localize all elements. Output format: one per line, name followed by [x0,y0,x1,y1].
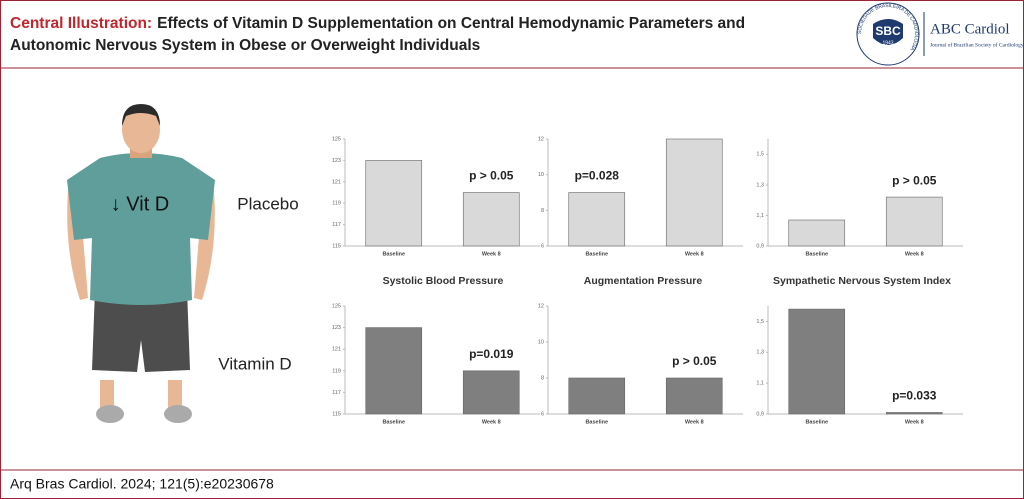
y-tick-label: 117 [332,222,341,228]
x-tick-label: Week 8 [905,419,924,425]
x-tick-label: Baseline [805,419,828,425]
y-tick-label: 123 [332,325,341,331]
bar [568,192,626,247]
y-tick-label: 115 [332,411,341,417]
y-tick-label: 0,9 [756,411,764,417]
y-tick-label: 125 [332,303,341,309]
column-title: Sympathetic Nervous System Index [773,275,951,287]
header: Central Illustration: Effects of Vitamin … [10,15,745,32]
y-tick-label: 121 [332,347,341,353]
logo-abbr: SBC [875,24,901,38]
header-title: Autonomic Nervous System in Obese or Ove… [10,37,480,54]
y-tick-label: 117 [332,390,341,396]
y-tick-label: 1,1 [756,381,764,387]
x-tick-label: Baseline [382,251,405,257]
annotation: p > 0.05 [469,169,514,183]
x-tick-label: Week 8 [482,251,501,257]
y-tick-label: 10 [538,339,544,345]
logo-journal-full: Journal of Brazilian Society of Cardiolo… [930,41,1024,48]
logo-year: 1943 [882,40,893,46]
bar [788,308,846,415]
x-tick-label: Baseline [585,419,608,425]
column-title: Augmentation Pressure [584,275,703,287]
x-tick-label: Week 8 [482,419,501,425]
y-tick-label: 1,1 [756,213,764,219]
bar [462,370,520,415]
y-tick-label: 1,5 [756,319,764,325]
y-tick-label: 1,5 [756,152,764,158]
annotation: p > 0.05 [672,354,717,368]
y-tick-label: 6 [541,243,544,249]
annotation: p=0.028 [575,169,620,183]
logo-shield [873,19,903,45]
bar [462,192,520,247]
annotation: p=0.019 [469,347,514,361]
figure-label: ↓ Vit D [111,193,170,215]
x-tick-label: Week 8 [685,251,704,257]
y-tick-label: 10 [538,172,544,178]
y-tick-label: 6 [541,411,544,417]
y-tick-label: 125 [332,136,341,142]
y-tick-label: 8 [541,375,544,381]
x-tick-label: Baseline [585,251,608,257]
bar [365,160,423,247]
bar [885,412,943,415]
header-label: Central Illustration: [10,15,152,32]
column-title: Systolic Blood Pressure [383,275,504,287]
bar [665,138,723,247]
person-illustration [67,104,215,423]
x-tick-label: Baseline [805,251,828,257]
header-title: Effects of Vitamin D Supplementation on … [157,15,745,32]
bar [365,327,423,415]
x-tick-label: Week 8 [685,419,704,425]
y-tick-label: 119 [332,368,341,374]
y-tick-label: 121 [332,179,341,185]
annotation: p=0.033 [892,389,937,403]
y-tick-label: 123 [332,158,341,164]
bar [665,377,723,415]
y-tick-label: 1,3 [756,350,764,356]
logo-journal: ABC Cardiol [930,21,1010,37]
y-tick-label: 0,9 [756,243,764,249]
y-tick-label: 12 [538,136,544,142]
x-tick-label: Baseline [382,419,405,425]
footer: Arq Bras Cardiol. 2024; 121(5):e20230678 [10,476,274,492]
bar [568,377,626,415]
y-tick-label: 115 [332,243,341,249]
row-label: Vitamin D [218,354,291,373]
y-tick-label: 12 [538,303,544,309]
row-label: Placebo [237,194,298,213]
y-tick-label: 8 [541,208,544,214]
x-tick-label: Week 8 [905,251,924,257]
y-tick-label: 119 [332,201,341,207]
bar [788,219,846,247]
y-tick-label: 1,3 [756,182,764,188]
annotation: p > 0.05 [892,173,937,187]
bar [885,196,943,247]
